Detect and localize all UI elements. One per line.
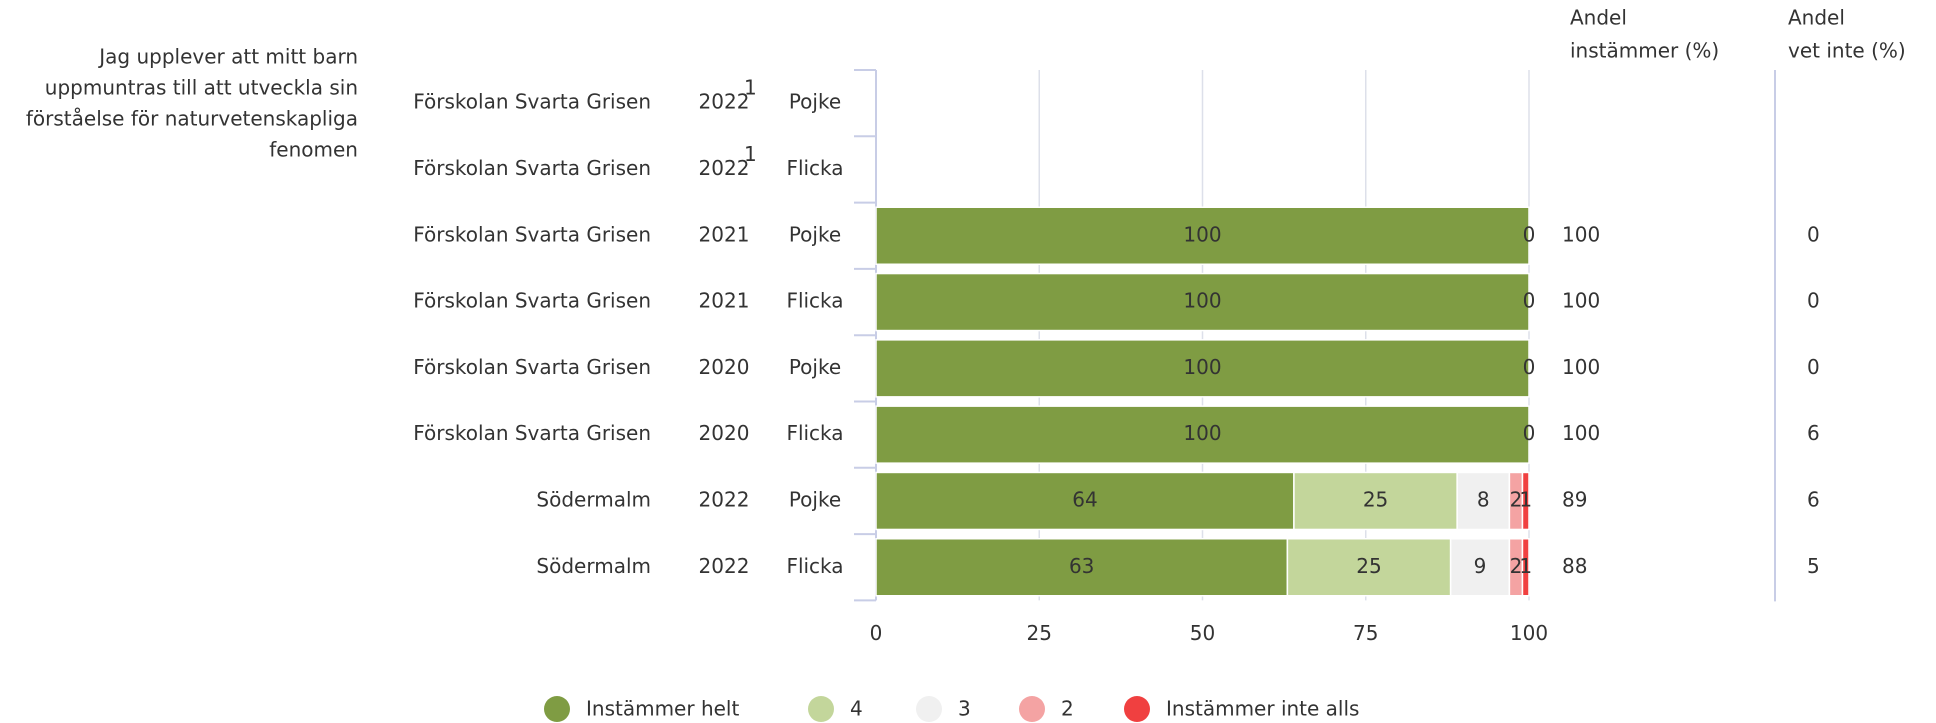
row-gender: Pojke xyxy=(789,487,841,511)
bar-segment xyxy=(875,339,1530,398)
legend-swatch xyxy=(1124,696,1150,722)
x-tick-label: 25 xyxy=(1027,621,1052,645)
bar-segment xyxy=(1449,538,1511,597)
bar-segment xyxy=(875,206,1530,265)
bar-label: 0 xyxy=(1523,289,1536,313)
legend-label: 3 xyxy=(958,697,971,721)
column-value: 5 xyxy=(1807,554,1820,578)
row-year: 2020 xyxy=(699,355,750,379)
legend-swatch xyxy=(916,696,942,722)
x-tick-label: 75 xyxy=(1353,621,1378,645)
bar-segment xyxy=(1456,471,1511,531)
bar-label: 8 xyxy=(1477,487,1490,511)
bar-segment xyxy=(875,272,1530,332)
bar-segment xyxy=(1521,538,1530,597)
bar-label: 100 xyxy=(1183,421,1221,445)
legend-swatch xyxy=(808,696,834,722)
legend-swatch xyxy=(544,696,570,722)
column-value: 0 xyxy=(1807,289,1820,313)
row-year: 2020 xyxy=(699,421,750,445)
bar-label: 9 xyxy=(1474,554,1487,578)
column-value: 0 xyxy=(1807,222,1820,246)
row-unit: Förskolan Svarta Grisen xyxy=(413,355,651,379)
row-unit: Södermalm xyxy=(536,487,651,511)
row-year: 2022 xyxy=(699,156,750,180)
row-note: 1 xyxy=(744,142,757,166)
legend-label: Instämmer inte alls xyxy=(1166,697,1359,721)
column-value: 6 xyxy=(1807,421,1820,445)
question-text: uppmuntras till att utveckla sin xyxy=(45,76,358,100)
row-note: 1 xyxy=(744,76,757,100)
bar-label: 0 xyxy=(1523,421,1536,445)
bar-label: 64 xyxy=(1072,487,1097,511)
legend-swatch xyxy=(1019,696,1045,722)
column-header: vet inte (%) xyxy=(1788,39,1906,63)
bar-segment xyxy=(1521,471,1530,531)
column-value: 100 xyxy=(1562,421,1600,445)
row-year: 2022 xyxy=(699,90,750,114)
row-gender: Flicka xyxy=(786,156,843,180)
row-gender: Pojke xyxy=(789,222,841,246)
row-unit: Förskolan Svarta Grisen xyxy=(413,421,651,445)
row-year: 2022 xyxy=(699,487,750,511)
bar-label: 1 xyxy=(1519,554,1532,578)
row-gender: Pojke xyxy=(789,90,841,114)
bar-segment xyxy=(875,405,1530,464)
row-unit: Förskolan Svarta Grisen xyxy=(413,222,651,246)
column-value: 6 xyxy=(1807,487,1820,511)
bar-segment xyxy=(1286,538,1452,597)
question-text: fenomen xyxy=(269,138,358,162)
row-year: 2022 xyxy=(699,554,750,578)
legend-label: 4 xyxy=(850,697,863,721)
question-text: Jag upplever att mitt barn xyxy=(97,45,358,69)
row-year: 2021 xyxy=(699,222,750,246)
column-value: 89 xyxy=(1562,487,1587,511)
column-header: Andel xyxy=(1570,6,1627,30)
bar-label: 2 xyxy=(1510,554,1523,578)
column-value: 100 xyxy=(1562,222,1600,246)
bar-segment xyxy=(1293,471,1458,531)
column-value: 88 xyxy=(1562,554,1587,578)
row-unit: Förskolan Svarta Grisen xyxy=(413,289,651,313)
bar-label: 0 xyxy=(1523,355,1536,379)
bar-label: 25 xyxy=(1363,487,1388,511)
column-value: 0 xyxy=(1807,355,1820,379)
row-unit: Södermalm xyxy=(536,554,651,578)
bar-label: 2 xyxy=(1510,487,1523,511)
bar-label: 0 xyxy=(1523,222,1536,246)
bar-label: 1 xyxy=(1519,487,1532,511)
column-value: 100 xyxy=(1562,289,1600,313)
bar-label: 100 xyxy=(1183,289,1221,313)
question-text: förståelse för naturvetenskapliga xyxy=(26,107,358,131)
legend-label: Instämmer helt xyxy=(586,697,739,721)
column-value: 100 xyxy=(1562,355,1600,379)
x-tick-label: 100 xyxy=(1510,621,1548,645)
legend-label: 2 xyxy=(1061,697,1074,721)
x-tick-label: 50 xyxy=(1190,621,1215,645)
row-gender: Pojke xyxy=(789,355,841,379)
x-tick-label: 0 xyxy=(870,621,883,645)
row-gender: Flicka xyxy=(786,554,843,578)
bar-label: 100 xyxy=(1183,355,1221,379)
column-header: Andel xyxy=(1788,6,1845,30)
column-header: instämmer (%) xyxy=(1570,39,1719,63)
row-gender: Flicka xyxy=(786,289,843,313)
row-unit: Förskolan Svarta Grisen xyxy=(413,156,651,180)
row-gender: Flicka xyxy=(786,421,843,445)
bar-label: 100 xyxy=(1183,222,1221,246)
bar-label: 25 xyxy=(1356,554,1381,578)
bar-label: 63 xyxy=(1069,554,1094,578)
row-year: 2021 xyxy=(699,289,750,313)
bar-segment xyxy=(875,538,1289,597)
row-unit: Förskolan Svarta Grisen xyxy=(413,90,651,114)
